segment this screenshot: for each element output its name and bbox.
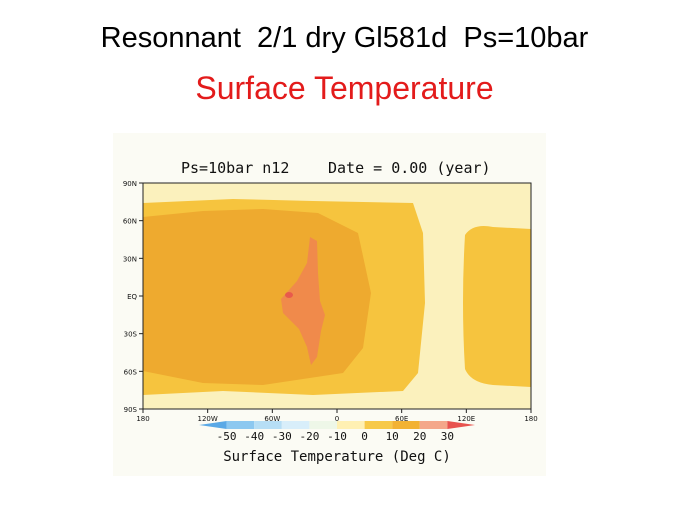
colorbar-tick-label: 30: [441, 430, 454, 443]
latitude-axis: 90N 60N 30N EQ 30S 60S 90S: [123, 180, 143, 414]
lon-label: 0: [335, 415, 339, 423]
colorbar-tick-label: -50: [217, 430, 237, 443]
colorbar-swatch: [392, 421, 420, 429]
map-panel: Ps=10bar n12 Date = 0.00 (year) 90N 60N 30…: [113, 133, 546, 476]
lat-label: 30N: [123, 255, 137, 263]
colorbar-swatch: [364, 421, 393, 429]
colorbar-title: Surface Temperature (Deg C): [223, 449, 451, 465]
lat-label: 60N: [123, 218, 137, 226]
colorbar-tick-label: -30: [272, 430, 292, 443]
colorbar-tick-label: 20: [413, 430, 426, 443]
lon-label: 180: [136, 415, 149, 423]
colorbar: -50 -40 -30 -20 -10 0 10 20 30: [199, 421, 475, 443]
colorbar-arrow-right: [447, 421, 475, 429]
lat-label: EQ: [127, 293, 137, 301]
lon-label: 120E: [457, 415, 475, 423]
field-warm-east: [463, 226, 531, 387]
contour-fields: [143, 183, 531, 409]
field-warmer: [143, 209, 371, 385]
colorbar-swatch: [337, 421, 365, 429]
lat-label: 90N: [123, 180, 137, 188]
longitude-axis: 180 120W 60W 0 60E 120E 180: [136, 409, 538, 423]
lon-label: 60W: [264, 415, 280, 423]
map-header-right: Date = 0.00 (year): [328, 159, 491, 177]
lon-label: 120W: [198, 415, 218, 423]
field-hot: [281, 237, 325, 365]
colorbar-tick-label: 10: [386, 430, 399, 443]
colorbar-tick-label: -10: [327, 430, 347, 443]
colorbar-swatch: [309, 421, 337, 429]
lon-label: 180: [524, 415, 537, 423]
colorbar-tick-label: -20: [299, 430, 319, 443]
colorbar-swatch: [419, 421, 448, 429]
lat-label: 30S: [124, 331, 138, 339]
colorbar-swatch: [226, 421, 255, 429]
lat-label: 60S: [124, 368, 138, 376]
colorbar-arrow-left: [199, 421, 227, 429]
slide-subtitle: Surface Temperature: [195, 70, 494, 106]
temperature-map: Ps=10bar n12 Date = 0.00 (year) 90N 60N 30…: [123, 159, 538, 465]
map-header-left: Ps=10bar n12: [181, 159, 289, 177]
slide-title: Resonnant 2/1 dry Gl581d Ps=10bar: [100, 22, 589, 54]
lat-label: 90S: [124, 406, 138, 414]
field-hotspot: [285, 292, 293, 298]
lon-label: 60E: [395, 415, 408, 423]
colorbar-swatch: [281, 421, 310, 429]
colorbar-tick-label: -40: [244, 430, 264, 443]
colorbar-tick-label: 0: [361, 430, 368, 443]
colorbar-swatch: [254, 421, 282, 429]
